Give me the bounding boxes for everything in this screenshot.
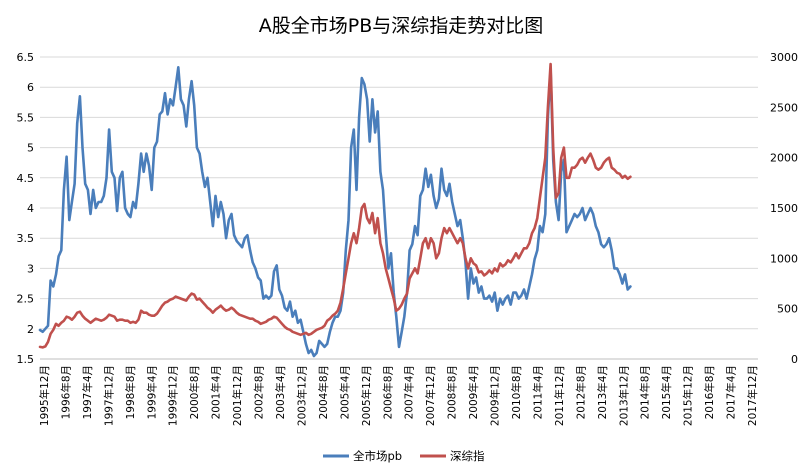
x-tick-label: 2005年12月 [360,365,373,426]
x-tick-label: 2011年12月 [553,365,566,426]
x-tick-label: 2006年8月 [381,365,394,419]
x-tick-label: 2004年8月 [317,365,330,419]
right-tick-label: 1500 [770,202,798,215]
x-tick-label: 2017年4月 [725,365,738,419]
left-tick-label: 5 [27,142,34,155]
right-tick-label: 3000 [770,51,798,64]
left-axis-ticks: 1.5 2 2.5 3 3.5 4 4.5 5 5.5 6 6.5 [17,51,35,366]
x-tick-label: 2008年8月 [446,365,459,419]
right-tick-label: 2500 [770,101,798,114]
x-tick-label: 2010年8月 [510,365,523,419]
right-tick-label: 2000 [770,152,798,165]
right-tick-label: 1000 [770,252,798,265]
right-axis-ticks: 0 500 1000 1500 2000 2500 3000 [770,51,798,366]
gridlines [40,56,758,330]
x-tick-label: 1998年8月 [124,365,137,419]
x-tick-label: 2009年4月 [467,365,480,419]
x-tick-label: 1995年12月 [38,365,51,426]
x-tick-label: 2012年8月 [574,365,587,419]
x-tick-label: 2015年4月 [660,365,673,419]
x-tick-label: 2007年4月 [403,365,416,419]
right-tick-label: 500 [777,303,798,316]
x-tick-label: 2002年8月 [253,365,266,419]
left-tick-label: 4.5 [17,172,35,185]
legend-label-pb: 全市场pb [353,449,402,463]
legend-label-index: 深综指 [450,449,485,463]
left-tick-label: 1.5 [17,353,35,366]
x-tick-label: 2013年12月 [617,365,630,426]
x-tick-label: 1997年12月 [102,365,115,426]
x-tick-label: 2003年12月 [295,365,308,426]
x-tick-label: 2009年12月 [489,365,502,426]
left-tick-label: 3.5 [17,232,35,245]
x-tick-label: 2011年4月 [531,365,544,419]
x-tick-label: 1996年8月 [59,365,72,419]
series-line-index [38,62,632,349]
x-tick-label: 2007年12月 [424,365,437,426]
x-tick-label: 2014年8月 [639,365,652,419]
x-tick-label: 2005年4月 [338,365,351,419]
left-tick-label: 5.5 [17,111,35,124]
left-tick-label: 4 [27,202,34,215]
x-tick-label: 2001年12月 [231,365,244,426]
x-tick-label: 2017年12月 [746,365,759,426]
chart-title: A股全市场PB与深综指走势对比图 [259,15,544,37]
x-tick-label: 2013年4月 [596,365,609,419]
x-tick-label: 2015年12月 [682,365,695,426]
x-tick-label: 1997年4月 [81,365,94,419]
x-axis-ticks: 1995年12月 1996年8月 1997年4月 1997年12月 1998年8月 199… [38,365,759,426]
x-tick-label: 1999年12月 [167,365,180,426]
x-tick-label: 2016年8月 [703,365,716,419]
x-tick-label: 2000年8月 [188,365,201,419]
series-lines [38,62,632,358]
left-tick-label: 2 [27,323,34,336]
x-tick-label: 1999年4月 [145,365,158,419]
right-tick-label: 0 [791,353,798,366]
left-tick-label: 2.5 [17,293,35,306]
x-tick-label: 2001年4月 [210,365,223,419]
legend: 全市场pb 深综指 [323,449,485,463]
left-tick-label: 6 [27,81,34,94]
left-tick-label: 6.5 [17,51,35,64]
x-tick-label: 2003年4月 [274,365,287,419]
series-line-pb [38,66,632,358]
left-tick-label: 3 [27,262,34,275]
